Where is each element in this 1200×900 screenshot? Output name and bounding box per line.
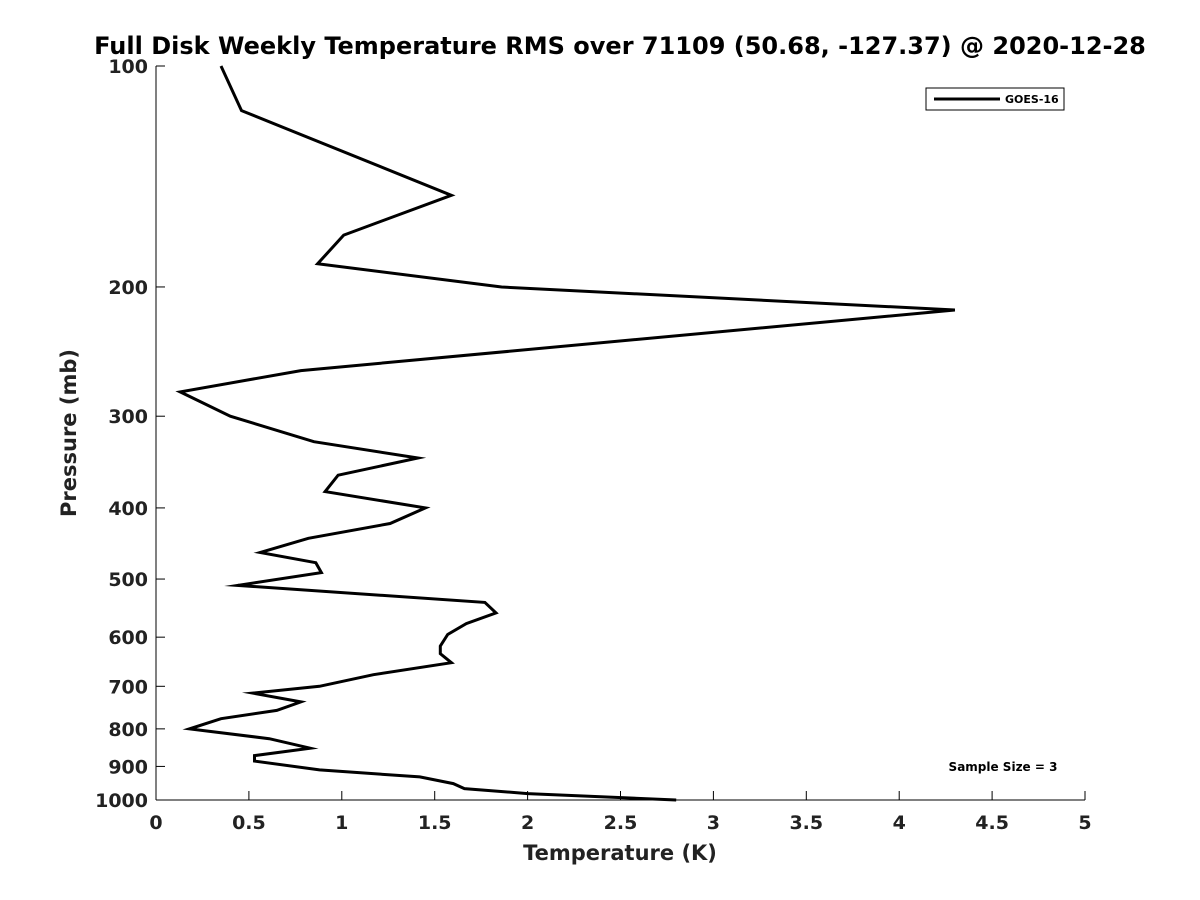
series-layer	[175, 65, 956, 802]
legend: GOES-16	[925, 87, 1065, 111]
x-tick-label: 2	[521, 812, 534, 834]
y-axis-ticks: 100 200 300 400 500 600 700 800 900 1000	[95, 56, 165, 812]
x-tick-label: 1	[335, 812, 348, 834]
x-tick-label: 2.5	[604, 812, 638, 834]
x-tick-label: 0.5	[232, 812, 266, 834]
y-tick-label: 900	[108, 756, 148, 778]
y-tick-label: 200	[108, 277, 148, 299]
y-tick-label: 100	[108, 56, 148, 78]
x-tick-label: 4.5	[975, 812, 1009, 834]
y-tick-label: 400	[108, 498, 148, 520]
x-tick-label: 3.5	[789, 812, 823, 834]
legend-entry-goes-16: GOES-16	[1005, 93, 1059, 106]
series-line-goes-16	[175, 65, 956, 802]
x-tick-label: 1.5	[418, 812, 452, 834]
y-tick-label: 500	[108, 569, 148, 591]
x-tick-label: 4	[893, 812, 906, 834]
y-tick-label: 700	[108, 676, 148, 698]
y-tick-label: 600	[108, 627, 148, 649]
sample-size-annotation: Sample Size = 3	[949, 760, 1058, 774]
y-axis-label: Pressure (mb)	[57, 349, 81, 517]
x-tick-label: 3	[707, 812, 720, 834]
y-tick-label: 1000	[95, 790, 148, 812]
x-tick-label: 5	[1078, 812, 1091, 834]
x-tick-label: 0	[149, 812, 162, 834]
y-tick-label: 800	[108, 719, 148, 741]
chart-title: Full Disk Weekly Temperature RMS over 71…	[94, 32, 1146, 60]
y-tick-label: 300	[108, 406, 148, 428]
x-axis-ticks: 0 0.5 1 1.5 2 2.5 3 3.5 4 4.5 5	[149, 791, 1092, 834]
x-axis-label: Temperature (K)	[523, 841, 717, 865]
